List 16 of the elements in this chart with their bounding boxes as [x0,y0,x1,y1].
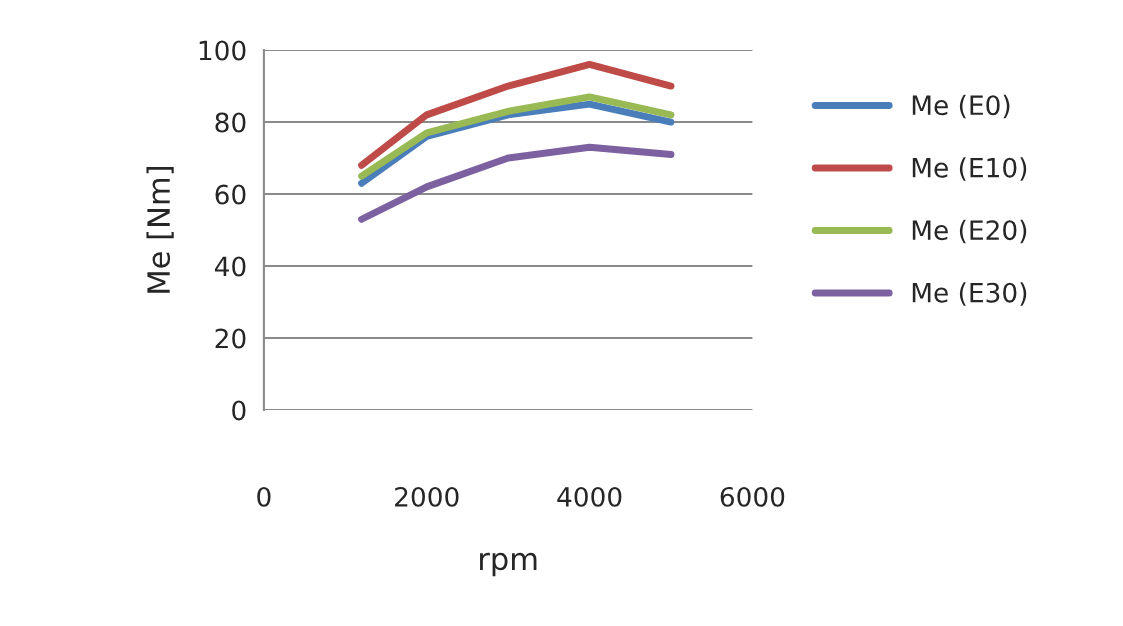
y-tick-label: 0 [232,400,246,421]
legend-label: Me (E20) [912,219,1027,244]
x-tick-label: 4000 [557,486,622,507]
y-tick-label: 20 [215,328,246,349]
x-axis-title: rpm [480,552,537,577]
y-tick-label: 60 [215,184,246,205]
legend-label: Me (E10) [912,157,1027,181]
x-tick-label: 0 [257,486,271,507]
legend-label: Me (E0) [912,94,1010,119]
y-tick-label: 40 [214,256,246,277]
legend-label: Me (E30) [912,282,1027,306]
x-tick-label: 2000 [395,486,459,507]
y-axis-title: Me [Nm] [146,167,174,293]
y-tick-label: 100 [199,40,246,61]
y-tick-label: 80 [215,112,246,133]
x-tick-label: 6000 [720,486,785,507]
